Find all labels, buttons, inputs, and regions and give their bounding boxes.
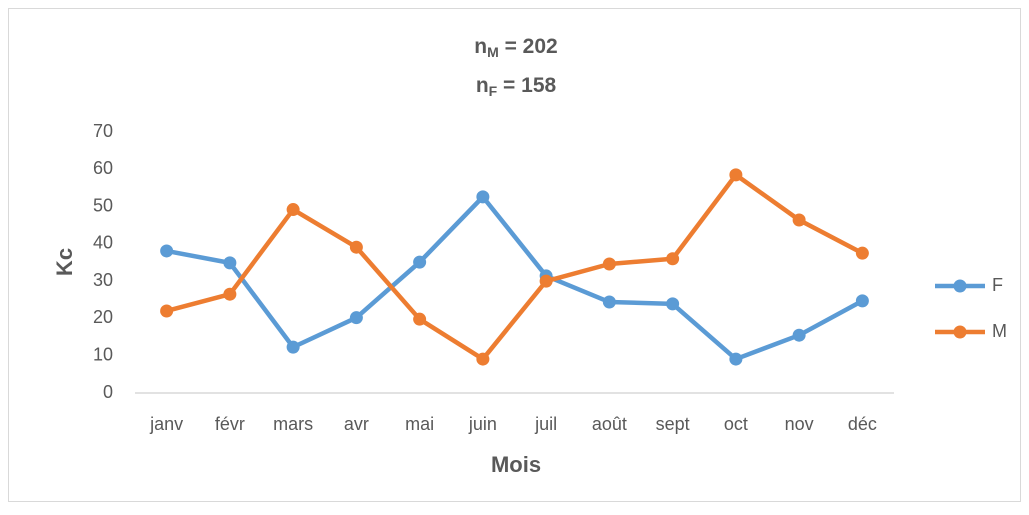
data-point [476,352,490,366]
legend-label: M [992,321,1007,341]
x-tick-label: juin [468,414,497,434]
legend-label: F [992,275,1003,295]
title-part: = 158 [497,74,556,97]
x-tick-label: mars [273,414,313,434]
x-tick-label: avr [344,414,369,434]
title-sub: M [487,44,499,60]
x-axis-label: Mois [491,452,541,477]
data-point [160,244,174,258]
data-point [602,295,616,309]
series-line [166,194,864,362]
y-tick-label: 50 [93,195,113,215]
x-tick-label: mai [405,414,434,434]
x-tick-label: nov [785,414,814,434]
legend-marker [953,279,967,293]
data-point [602,257,616,271]
data-point [855,246,869,260]
x-tick-label: janv [149,414,183,434]
x-tick-label: sept [656,414,690,434]
y-tick-label: 20 [93,307,113,327]
y-tick-label: 10 [93,344,113,364]
x-tick-label: oct [724,414,748,434]
data-point [792,328,806,342]
chart-title: nM = 202 [474,35,557,60]
data-point [349,311,363,325]
data-point [729,352,743,366]
y-tick-label: 30 [93,270,113,290]
y-tick-label: 40 [93,233,113,253]
x-tick-label: déc [848,414,877,434]
title-sub: F [489,83,498,99]
x-tick-label: août [592,414,627,434]
y-axis-label: Kc [52,248,77,276]
data-point [539,274,553,288]
y-tick-label: 0 [103,382,113,402]
data-point [666,252,680,266]
legend-marker [953,325,967,339]
data-point [286,340,300,354]
data-point [160,304,174,318]
data-point [729,168,743,182]
data-point [855,294,869,308]
title-part: n [474,35,487,58]
data-point [223,256,237,270]
series-line [166,172,864,362]
data-point [286,203,300,217]
x-tick-label: févr [215,414,245,434]
data-point [476,190,490,204]
data-point [792,213,806,227]
data-point [223,287,237,301]
chart-title: nF = 158 [476,74,557,99]
title-part: = 202 [499,35,558,58]
y-tick-label: 70 [93,121,113,141]
y-tick-label: 60 [93,158,113,178]
data-point [413,255,427,269]
x-tick-label: juil [534,414,557,434]
data-point [413,312,427,326]
title-part: n [476,74,489,97]
data-point [666,297,680,311]
data-point [349,240,363,254]
